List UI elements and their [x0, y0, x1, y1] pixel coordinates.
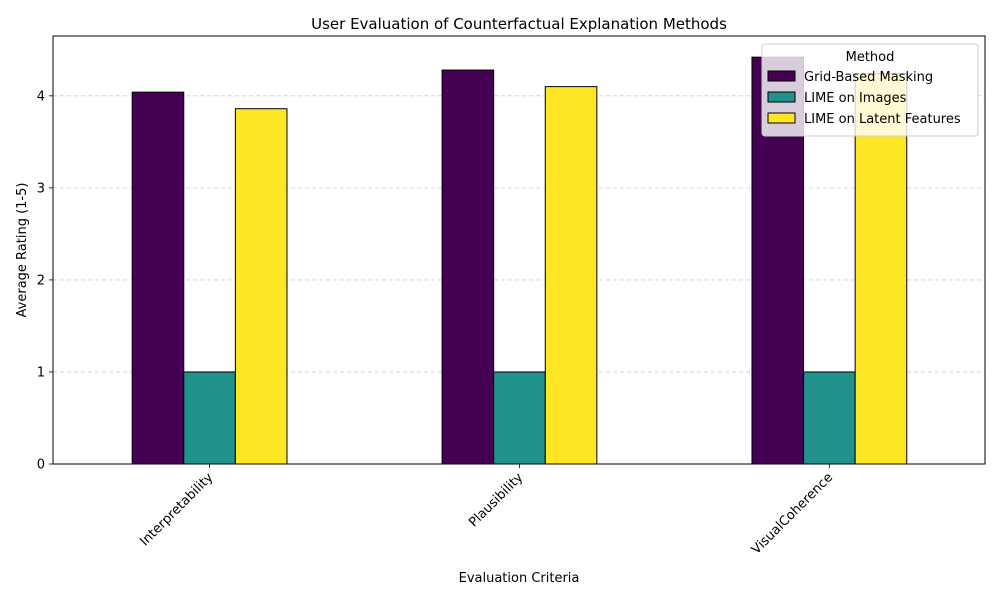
bar-lime-on-latent-features-plausibility [544, 86, 598, 465]
chart-title: User Evaluation of Counterfactual Explan… [311, 15, 727, 33]
y-tick-label: 2 [37, 273, 45, 288]
legend-box [761, 43, 979, 137]
plot-frame [52, 35, 986, 465]
legend-title: Method [846, 50, 895, 65]
bars [131, 56, 908, 465]
y-tick-label: 3 [37, 181, 45, 196]
y-tick-label: 4 [37, 89, 45, 104]
bar-lime-on-images-visualcoherence [803, 371, 856, 465]
legend-swatch [767, 70, 796, 82]
legend-entry: LIME on Latent Features [804, 112, 961, 127]
bar-lime-on-latent-features-visualcoherence [854, 73, 908, 465]
grid-lines [53, 95, 985, 373]
x-axis-label: Evaluation Criteria [459, 571, 580, 586]
y-axis-label: Average Rating (1-5) [15, 183, 30, 318]
x-tick-label: Plausibility [466, 470, 526, 530]
bar-grid-based-masking-plausibility [441, 69, 495, 465]
legend: Method Grid-Based Masking LIME on Images LI… [761, 43, 979, 137]
bar-lime-on-images-interpretability [183, 371, 236, 465]
bar-lime-on-latent-features-interpretability [234, 108, 288, 465]
x-tick-label: Interpretability [137, 470, 216, 549]
legend-swatch [767, 91, 796, 103]
legend-entry: LIME on Images [804, 91, 907, 106]
y-tick-label: 0 [37, 458, 45, 473]
y-tick-label: 1 [37, 365, 45, 380]
bar-grid-based-masking-interpretability [131, 91, 185, 465]
legend-swatch [767, 112, 796, 124]
legend-entry: Grid-Based Masking [804, 70, 933, 85]
bar-lime-on-images-plausibility [493, 371, 546, 465]
x-tick-label: VisualCoherence [749, 470, 836, 557]
